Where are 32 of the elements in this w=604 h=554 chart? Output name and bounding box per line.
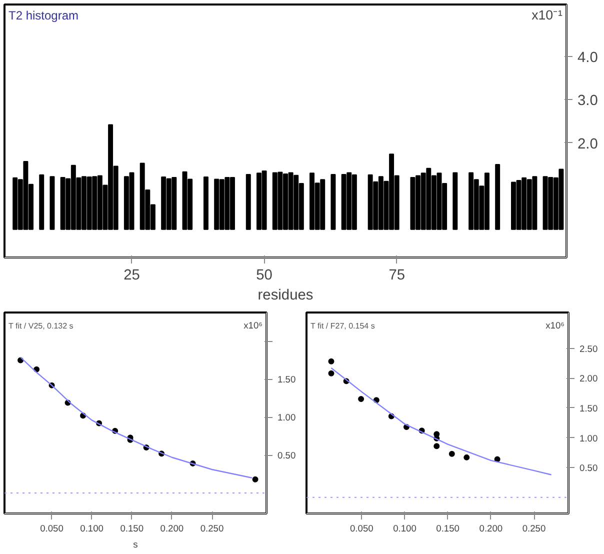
x-tick-label: 0.100 — [80, 524, 104, 534]
x-tick-label: 0.100 — [393, 524, 416, 534]
y-tick-label: 2.0 — [578, 136, 598, 152]
y-axis-title: x10⁻¹ — [532, 8, 564, 22]
y-axis-title: x10⁶ — [244, 320, 263, 330]
x-tick-label: 0.200 — [160, 524, 184, 534]
y-tick-label: 4.0 — [578, 50, 598, 66]
x-tick-label: 0.050 — [40, 524, 64, 534]
x-tick-label: 0.200 — [479, 524, 503, 534]
text: T fit / V25, 0.132 s — [8, 322, 74, 330]
y-tick-label: 1.50 — [580, 403, 598, 414]
x-tick-label: 0.250 — [522, 524, 546, 534]
chart-title: T2 histogram — [8, 8, 79, 22]
y-tick-label: 0.50 — [580, 463, 598, 474]
y-tick-label: 3.0 — [578, 93, 598, 110]
x-axis-title: residues — [258, 288, 314, 304]
x-tick-label: 50 — [256, 268, 272, 284]
x-tick-label: 0.250 — [200, 524, 224, 534]
x-axis-title: s — [133, 540, 138, 550]
x-tick-label: 0.150 — [120, 524, 144, 534]
x-tick-label: 75 — [388, 268, 405, 284]
text: T fit / F27, 0.154 s — [310, 322, 375, 330]
y-tick-label: 1.00 — [580, 433, 598, 444]
y-tick-label: 0.50 — [278, 450, 296, 461]
y-tick-label: 1.00 — [278, 412, 296, 423]
y-tick-label: 2.00 — [580, 374, 598, 384]
x-tick-label: 0.050 — [350, 524, 374, 534]
x-tick-label: 25 — [124, 268, 140, 284]
y-axis-title: x10⁶ — [546, 320, 565, 330]
y-tick-label: 2.50 — [580, 344, 598, 354]
x-tick-label: 0.150 — [436, 524, 460, 534]
y-tick-label: 1.50 — [278, 374, 296, 385]
